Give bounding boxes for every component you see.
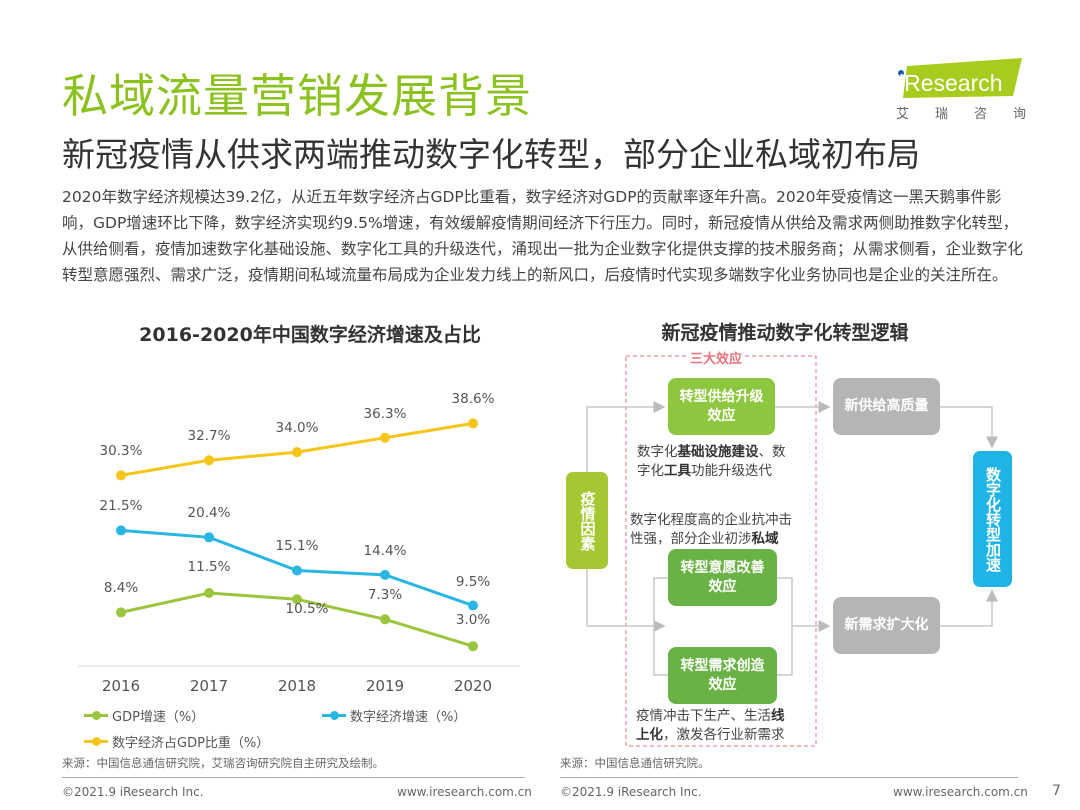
x-tick-label: 2016: [101, 677, 141, 695]
data-point: [204, 455, 214, 466]
x-tick-label: 2019: [365, 677, 405, 695]
data-label: 11.5%: [187, 559, 231, 575]
data-label: 21.5%: [99, 498, 143, 515]
footer-copyright-left: ©2021.9 iResearch Inc.: [62, 785, 204, 799]
iresearch-logo: iResearch: [898, 58, 1022, 98]
effect-box-supply: 转型供给升级效应: [668, 378, 775, 435]
outcome-box-supply: 新供给高质量: [833, 378, 940, 435]
footer-url-left[interactable]: www.iresearch.com.cn: [397, 785, 532, 799]
cause-box: 疫情因素: [566, 472, 608, 569]
note-demand: 疫情冲击下生产、生活线 上化，激发各行业新需求: [636, 708, 785, 743]
data-point: [292, 565, 302, 576]
legend-swatch-share: [84, 737, 108, 746]
data-point: [116, 470, 126, 481]
footer-divider-right: [560, 777, 1018, 778]
chart-title: 2016-2020年中国数字经济增速及占比: [139, 324, 481, 346]
data-label: 8.4%: [103, 580, 139, 597]
data-label: 20.4%: [187, 505, 231, 522]
footer-url-right[interactable]: www.iresearch.com.cn: [893, 785, 1028, 799]
x-tick-label: 2018: [277, 677, 317, 695]
data-label: 9.5%: [455, 573, 491, 590]
legend-swatch-digital: [322, 711, 346, 720]
data-label: 14.4%: [363, 542, 407, 559]
svg-text:iResearch: iResearch: [899, 70, 1003, 96]
x-tick-label: 2017: [189, 677, 229, 695]
diagram-title: 新冠疫情推动数字化转型逻辑: [661, 322, 909, 344]
page-title: 私域流量营销发展背景: [62, 69, 532, 123]
data-label: 10.5%: [285, 601, 329, 618]
data-point: [292, 447, 302, 458]
x-tick-label: 2020: [453, 677, 493, 695]
data-point: [468, 418, 478, 429]
page-number: 7: [1052, 783, 1061, 799]
logo-chinese: 艾瑞咨询: [896, 107, 1026, 122]
data-point: [380, 432, 390, 443]
data-label: 3.0%: [455, 612, 491, 629]
data-label: 38.6%: [451, 391, 495, 408]
line-chart: [78, 418, 520, 667]
chart-source: 来源：中国信息通信研究院，艾瑞咨询研究院自主研究及绘制。: [62, 756, 384, 770]
data-point: [380, 614, 390, 625]
diagram-source: 来源：中国信息通信研究院。: [560, 756, 710, 770]
data-point: [380, 569, 390, 580]
data-point: [116, 525, 126, 536]
data-point: [116, 607, 126, 618]
data-label: 30.3%: [99, 443, 143, 460]
data-label: 15.1%: [275, 538, 319, 555]
data-label: 7.3%: [367, 587, 403, 604]
data-label: 34.0%: [275, 420, 319, 437]
effect-box-willingness: 转型意愿改善效应: [668, 549, 777, 606]
data-point: [468, 641, 478, 652]
data-label: 32.7%: [187, 428, 231, 445]
intro-paragraph: 2020年数字经济规模达39.2亿，从近五年数字经济占GDP比重看，数字经济对G…: [62, 188, 1024, 284]
data-point: [204, 532, 214, 543]
legend-swatch-gdp: [84, 711, 108, 720]
footer-divider-left: [62, 777, 525, 778]
note-willingness: 数字化程度高的企业抗冲击 性强，部分企业初涉私域: [630, 512, 792, 547]
data-point: [292, 594, 302, 605]
data-point: [204, 588, 214, 599]
page-subtitle: 新冠疫情从供求两端推动数字化转型，部分企业私域初布局: [62, 135, 920, 174]
data-point: [468, 600, 478, 611]
note-supply: 数字化基础设施建设、数 字化工具功能升级迭代: [637, 444, 786, 479]
legend-digital-share: 数字经济占GDP比重（%）: [84, 732, 269, 751]
legend-gdp: GDP增速（%）: [84, 706, 204, 725]
group-label: 三大效应: [688, 348, 745, 367]
footer-copyright-right: ©2021.9 iResearch Inc.: [560, 785, 702, 799]
data-label: 36.3%: [363, 405, 407, 422]
legend-digital-growth: 数字经济增速（%）: [322, 706, 466, 725]
effect-box-demand: 转型需求创造效应: [668, 647, 777, 704]
outcome-box-demand: 新需求扩大化: [833, 597, 940, 654]
result-box: 数字化转型加速: [973, 451, 1012, 587]
